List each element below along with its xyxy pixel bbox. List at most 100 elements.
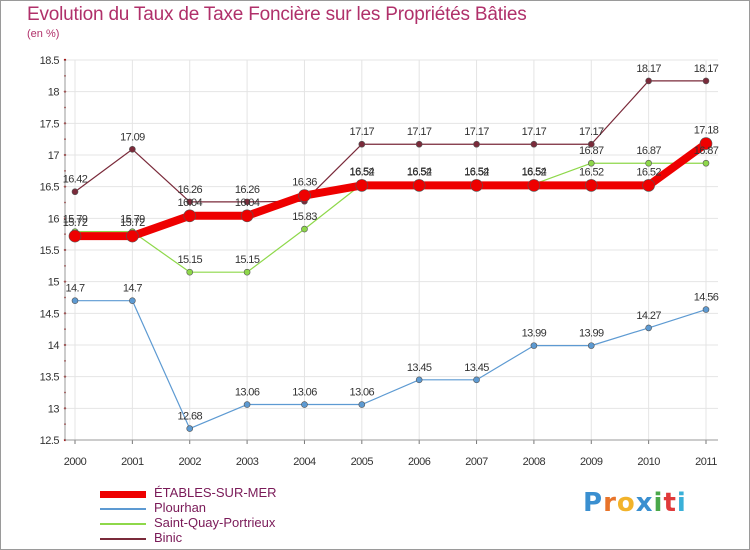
data-point [243, 268, 251, 276]
data-point [240, 209, 254, 223]
axes: 12.5 13 13.5 14 14.5 15 15.5 16 16.5 17 17.5 18 18.5… [40, 55, 718, 468]
data-point [126, 229, 139, 243]
data-point [415, 140, 423, 148]
data-point [68, 229, 82, 243]
data-label: 16.52 [579, 166, 604, 178]
data-point [530, 140, 538, 148]
data-label: 16.26 [177, 184, 202, 196]
data-label: 14.7 [65, 283, 84, 295]
legend-item: Binic [100, 530, 360, 546]
x-tick-label: 2000 [64, 456, 87, 468]
y-tick-label: 15 [48, 277, 60, 289]
data-point [186, 198, 194, 206]
legend-swatch [100, 523, 146, 525]
x-tick-label: 2005 [351, 456, 374, 468]
data-point [470, 179, 483, 192]
data-label: 17.17 [579, 126, 604, 138]
data-label: 16.87 [636, 145, 661, 157]
y-tick-label: 18.5 [40, 55, 60, 67]
logo-letter: r [603, 488, 617, 518]
data-label: 16.52 [636, 166, 661, 178]
logo-letter: i [653, 488, 664, 518]
data-label: 13.06 [292, 387, 317, 399]
data-label: 16.04 [177, 197, 202, 209]
data-label: 16.52 [350, 166, 375, 178]
data-point [587, 342, 595, 349]
data-point [702, 306, 710, 313]
data-labels: 16.42 17.09 16.26 16.26 17.17 17.17 17.17 17.17… [63, 63, 720, 423]
data-label: 16.04 [235, 197, 260, 209]
data-point [527, 179, 541, 192]
data-point [587, 159, 595, 167]
data-label: 16.36 [292, 177, 317, 189]
y-tick-label: 16.5 [40, 182, 60, 194]
data-point [473, 376, 480, 384]
data-label: 17.09 [120, 131, 145, 143]
data-point [301, 225, 308, 233]
proxiti-logo: Proxiti [583, 488, 687, 518]
data-label: 16.52 [407, 166, 432, 178]
y-tick-label: 17 [48, 150, 60, 162]
data-label: 17.18 [694, 125, 719, 137]
data-label: 16.87 [579, 145, 604, 157]
legend-label: Binic [154, 530, 183, 545]
legend-item: ÉTABLES-SUR-MER [100, 485, 360, 501]
data-label: 16.54 [407, 166, 432, 178]
data-label: 13.06 [350, 387, 375, 399]
data-label: 17.17 [350, 126, 375, 138]
y-tick-label: 13.5 [40, 372, 60, 384]
data-label: 16.54 [464, 166, 489, 178]
data-point [301, 401, 308, 408]
data-label: 13.45 [407, 362, 432, 374]
series-line-3 [74, 80, 706, 203]
data-point [473, 140, 480, 148]
data-point [645, 324, 652, 332]
data-label: 12.68 [177, 411, 202, 423]
legend-label: ÉTABLES-SUR-MER [154, 485, 277, 500]
data-label: 15.83 [292, 211, 317, 223]
data-point [645, 77, 652, 85]
data-label: 13.06 [235, 387, 260, 399]
y-tick-label: 15.5 [40, 245, 60, 257]
data-label: 16.54 [350, 166, 375, 178]
series-line-0 [75, 140, 709, 241]
logo-letter: x [635, 488, 654, 518]
data-point [412, 179, 426, 192]
data-label: 14.27 [636, 310, 661, 322]
legend-item: Saint-Quay-Portrieux [100, 515, 360, 531]
data-label: 18.17 [694, 63, 719, 75]
legend-label: Saint-Quay-Portrieux [154, 515, 276, 530]
x-tick-label: 2001 [121, 456, 144, 468]
data-point [702, 77, 710, 85]
data-point [243, 401, 251, 408]
x-tick-label: 2003 [236, 456, 259, 468]
data-point [129, 297, 136, 304]
data-point [702, 159, 710, 167]
chart-title: Evolution du Taux de Taxe Foncière sur l… [27, 4, 527, 25]
data-label: 17.17 [464, 126, 489, 138]
data-label: 16.42 [63, 174, 88, 186]
data-point [129, 146, 136, 153]
data-point [71, 297, 79, 304]
data-point [298, 189, 311, 202]
data-label: 16.26 [235, 184, 260, 196]
data-point [355, 179, 369, 192]
y-tick-label: 17.5 [40, 118, 60, 130]
legend: ÉTABLES-SUR-MER Plourhan Saint-Quay-Portri… [100, 485, 360, 546]
data-label: 13.99 [579, 328, 604, 340]
series-layer [68, 77, 713, 432]
logo-letter: P [583, 488, 604, 518]
data-label: 15.72 [120, 217, 145, 229]
logo-letter: i [676, 488, 687, 518]
data-label: 16.52 [464, 166, 489, 178]
y-tick-label: 14 [48, 340, 60, 352]
series-line-1 [75, 300, 707, 430]
legend-label: Plourhan [154, 500, 207, 515]
data-point [699, 137, 713, 150]
x-tick-label: 2011 [695, 456, 717, 468]
y-tick-label: 12.5 [40, 435, 60, 447]
data-point [642, 179, 655, 192]
x-tick-label: 2010 [637, 456, 660, 468]
data-label: 14.7 [123, 283, 142, 295]
